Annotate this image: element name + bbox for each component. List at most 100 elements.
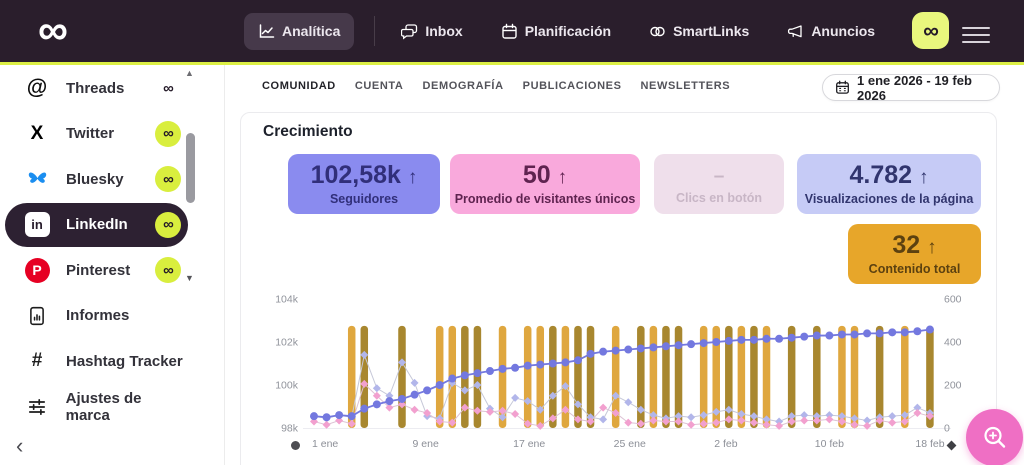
sidebar-item-pinterest[interactable]: P Pinterest ∞ [5, 248, 188, 292]
linkedin-logo-icon: in [24, 212, 50, 238]
sidebar-item-label: Threads [66, 79, 125, 97]
connected-infinity-badge: ∞ [155, 211, 181, 238]
metric-label: Seguidores [329, 192, 399, 206]
sidebar-collapse-chevron-icon[interactable]: ‹ [16, 433, 24, 458]
svg-text:9 ene: 9 ene [413, 438, 439, 450]
report-document-icon [24, 303, 50, 329]
pinterest-logo-icon: P [24, 257, 50, 283]
sidebar-item-label: Hashtag Tracker [66, 352, 183, 370]
sidebar-item-twitter[interactable]: X Twitter ∞ [5, 112, 188, 156]
nav-label: Anuncios [811, 23, 876, 39]
calendar-icon [835, 80, 850, 95]
threads-logo-icon: @ [26, 76, 48, 99]
svg-text:600: 600 [944, 294, 962, 306]
sidebar-scrollbar-thumb[interactable] [186, 133, 195, 203]
sidebar: @ Threads ∞ X Twitter ∞ Bluesky ∞ in Lin… [0, 65, 225, 465]
connected-infinity-badge: ∞ [155, 166, 181, 192]
svg-text:400: 400 [944, 337, 962, 349]
up-arrow-icon: ↑ [407, 167, 418, 188]
nav-item-planificacion[interactable]: Planificación [495, 13, 617, 50]
sliders-icon [24, 394, 50, 420]
metric-card-clics-en-boton: – Clics en botón [654, 154, 784, 214]
sidebar-item-label: Informes [66, 307, 130, 324]
tab-comunidad[interactable]: COMUNIDAD [262, 80, 336, 92]
svg-text:0: 0 [944, 423, 950, 435]
sidebar-item-ajustes-de-marca[interactable]: Ajustes de marca [5, 385, 188, 429]
date-range-picker[interactable]: 1 ene 2026 - 19 feb 2026 [822, 72, 1000, 103]
growth-chart-svg[interactable]: 104k 102k 100k 98k 600 400 200 0 1 ene 9 ene 17 en… [251, 291, 991, 461]
svg-text:25 ene: 25 ene [614, 438, 646, 450]
svg-text:102k: 102k [275, 337, 299, 349]
nav-label: Planificación [524, 23, 612, 39]
metric-value: 102,58k [310, 161, 401, 189]
main-nav: Analítica Inbox Planificación SmartLinks [244, 0, 881, 62]
svg-text:10 feb: 10 feb [815, 438, 844, 450]
sidebar-item-label: Pinterest [66, 261, 131, 279]
nav-item-analitica[interactable]: Analítica [244, 12, 355, 50]
analytics-tabs: COMUNIDAD CUENTA DEMOGRAFÍA PUBLICACIONE… [262, 80, 730, 96]
sidebar-item-threads[interactable]: @ Threads ∞ [5, 66, 188, 110]
sidebar-scroll-up-arrow-icon[interactable]: ▲ [185, 68, 194, 78]
metric-label: Contenido total [868, 262, 961, 276]
sidebar-item-label: Ajustes de marca [65, 389, 142, 424]
sidebar-item-label: Twitter [66, 125, 115, 142]
line-chart-icon [258, 23, 275, 40]
connected-infinity-badge: ∞ [155, 120, 181, 147]
brand-logo-infinity-icon[interactable]: ∞ [38, 6, 68, 53]
svg-text:2 feb: 2 feb [714, 438, 738, 450]
x-twitter-logo-icon: X [30, 122, 44, 144]
tab-cuenta[interactable]: CUENTA [354, 80, 404, 92]
date-range-value: 1 ene 2026 - 19 feb 2026 [857, 72, 972, 103]
brand-profile-badge[interactable]: ∞ [912, 12, 949, 49]
connected-infinity-badge: ∞ [155, 257, 181, 283]
zoom-search-fab[interactable] [966, 409, 1023, 465]
chat-bubbles-icon [401, 23, 418, 40]
magnifier-plus-icon [980, 423, 1010, 453]
sidebar-item-bluesky[interactable]: Bluesky ∞ [5, 157, 188, 201]
nav-item-inbox[interactable]: Inbox [395, 13, 468, 50]
svg-text:98k: 98k [281, 423, 299, 435]
sidebar-item-informes[interactable]: Informes [5, 294, 188, 338]
megaphone-icon [787, 23, 804, 40]
bluesky-butterfly-icon [24, 166, 50, 192]
metric-label: Promedio de visitantes únicos [454, 192, 636, 206]
hashtag-icon: # [31, 350, 43, 371]
tab-newsletters[interactable]: NEWSLETTERS [640, 80, 731, 92]
nav-label: Inbox [425, 23, 463, 39]
svg-text:100k: 100k [275, 380, 299, 392]
svg-text:1 ene: 1 ene [312, 438, 338, 450]
sidebar-item-linkedin[interactable]: in LinkedIn ∞ [5, 202, 188, 247]
metric-card-visualizaciones[interactable]: 4.782 ↑ Visualizaciones de la página [797, 154, 981, 214]
metric-value: 32 [892, 231, 921, 259]
svg-text:17 ene: 17 ene [513, 438, 545, 450]
tab-publicaciones[interactable]: PUBLICACIONES [522, 80, 622, 92]
sidebar-item-hashtag-tracker[interactable]: # Hashtag Tracker [5, 339, 188, 383]
up-arrow-icon: ↑ [557, 167, 568, 188]
section-title: Crecimiento [263, 123, 353, 140]
sidebar-item-label: LinkedIn [66, 216, 128, 233]
hamburger-menu-icon[interactable] [962, 22, 990, 48]
metric-value: 4.782 [849, 161, 913, 189]
svg-text:18 feb: 18 feb [915, 438, 944, 450]
growth-chart: 104k 102k 100k 98k 600 400 200 0 1 ene 9 ene 17 en… [251, 291, 991, 461]
top-bar: ∞ Analítica Inbox Planificación [0, 0, 1024, 62]
up-arrow-icon: ↑ [927, 237, 937, 258]
nav-item-anuncios[interactable]: Anuncios [781, 13, 881, 50]
tab-demografia[interactable]: DEMOGRAFÍA [422, 80, 504, 92]
legend-marker-circle-icon[interactable] [291, 441, 300, 450]
up-arrow-icon: ↑ [919, 167, 929, 188]
metric-card-visitantes-unicos[interactable]: 50 ↑ Promedio de visitantes únicos [450, 154, 640, 214]
metric-label: Visualizaciones de la página [804, 192, 974, 206]
brand-accent-line [0, 62, 1024, 65]
chain-links-icon [649, 23, 666, 40]
nav-item-smartlinks[interactable]: SmartLinks [643, 13, 755, 50]
metric-value: – [713, 166, 725, 187]
sidebar-scroll-down-arrow-icon[interactable]: ▼ [185, 273, 194, 283]
metric-card-contenido-total[interactable]: 32 ↑ Contenido total [848, 224, 981, 284]
calendar-icon [501, 23, 518, 40]
nav-divider [374, 16, 376, 46]
connected-infinity-badge: ∞ [163, 79, 174, 97]
metric-value: 50 [522, 161, 551, 189]
metric-card-seguidores[interactable]: 102,58k ↑ Seguidores [288, 154, 440, 214]
